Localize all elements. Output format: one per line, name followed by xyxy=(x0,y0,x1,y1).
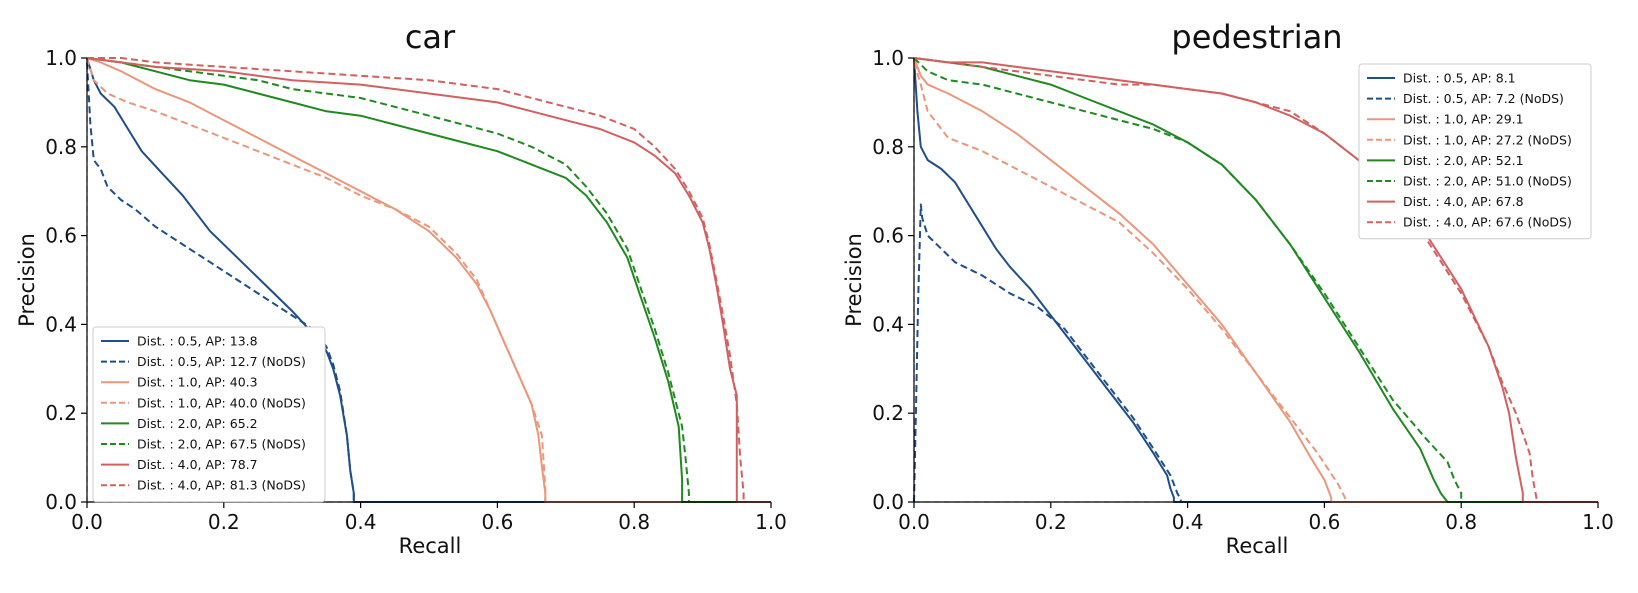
legend-item: Dist. : 4.0, AP: 67.6 (NoDS) xyxy=(1367,215,1572,230)
y-tick-label: 0.0 xyxy=(872,490,904,514)
y-tick-label: 0.0 xyxy=(45,490,77,514)
legend-item: Dist. : 1.0, AP: 40.0 (NoDS) xyxy=(101,395,306,410)
legend-box xyxy=(1358,63,1592,240)
legend-label: Dist. : 4.0, AP: 78.7 xyxy=(137,457,258,472)
y-tick-label: 0.8 xyxy=(45,135,77,159)
y-axis-label: Precision xyxy=(842,233,866,327)
y-tick-label: 0.8 xyxy=(872,135,904,159)
series-line xyxy=(86,57,771,503)
y-tick-label: 1.0 xyxy=(872,46,904,70)
legend-item: Dist. : 0.5, AP: 8.1 xyxy=(1367,71,1516,86)
pedestrian-chart: pedestrian Recall Precision 0.0 0.2 0.4 0.6… xyxy=(842,18,1614,558)
legend-item: Dist. : 4.0, AP: 78.7 xyxy=(101,457,258,472)
series-line xyxy=(86,57,771,503)
legend-item: Dist. : 4.0, AP: 67.8 xyxy=(1367,194,1524,209)
legend-label: Dist. : 4.0, AP: 67.6 (NoDS) xyxy=(1403,215,1572,230)
legend-label: Dist. : 2.0, AP: 67.5 (NoDS) xyxy=(137,437,306,452)
y-tick-label: 0.4 xyxy=(45,312,77,336)
legend-item: Dist. : 4.0, AP: 81.3 (NoDS) xyxy=(101,478,306,493)
legend-label: Dist. : 0.5, AP: 7.2 (NoDS) xyxy=(1403,91,1564,106)
x-tick-label: 0.4 xyxy=(345,510,377,534)
legend-label: Dist. : 0.5, AP: 13.8 xyxy=(137,334,258,349)
legend-item: Dist. : 0.5, AP: 12.7 (NoDS) xyxy=(101,354,306,369)
legend-item: Dist. : 0.5, AP: 13.8 xyxy=(101,334,258,349)
x-tick-label: 1.0 xyxy=(1582,510,1614,534)
legend-label: Dist. : 1.0, AP: 29.1 xyxy=(1403,112,1524,127)
legend-item: Dist. : 2.0, AP: 65.2 xyxy=(101,416,258,431)
legend-label: Dist. : 0.5, AP: 12.7 (NoDS) xyxy=(137,354,306,369)
x-tick-label: 0.8 xyxy=(1445,510,1477,534)
x-tick-label: 0.2 xyxy=(208,510,240,534)
x-tick-label: 0.4 xyxy=(1172,510,1204,534)
x-tick-label: 0.6 xyxy=(481,510,513,534)
series-line xyxy=(913,62,1598,503)
legend: Dist. : 0.5, AP: 8.1 Dist. : 0.5, AP: 7.2… xyxy=(1358,63,1592,240)
series-line xyxy=(913,203,1598,503)
legend-label: Dist. : 1.0, AP: 27.2 (NoDS) xyxy=(1403,132,1572,147)
legend-item: Dist. : 1.0, AP: 40.3 xyxy=(101,375,258,390)
legend-label: Dist. : 2.0, AP: 65.2 xyxy=(137,416,258,431)
series-line xyxy=(913,57,1598,503)
y-tick-label: 1.0 xyxy=(45,46,77,70)
series-line xyxy=(913,57,1598,503)
y-tick-label: 0.2 xyxy=(872,401,904,425)
x-tick-label: 0.8 xyxy=(618,510,650,534)
y-tick-label: 0.6 xyxy=(45,224,77,248)
y-axis-label: Precision xyxy=(15,233,39,327)
legend-item: Dist. : 0.5, AP: 7.2 (NoDS) xyxy=(1367,91,1564,106)
x-tick-label: 0.2 xyxy=(1035,510,1067,534)
y-tick-label: 0.4 xyxy=(872,312,904,336)
legend: Dist. : 0.5, AP: 13.8 Dist. : 0.5, AP: 12… xyxy=(92,326,326,503)
legend-box xyxy=(92,326,326,503)
x-tick-label: 0.0 xyxy=(898,510,930,534)
x-axis-label: Recall xyxy=(1226,534,1289,558)
chart-title: pedestrian xyxy=(1171,18,1342,56)
legend-item: Dist. : 2.0, AP: 67.5 (NoDS) xyxy=(101,437,306,452)
series-line xyxy=(86,57,771,503)
legend-item: Dist. : 2.0, AP: 52.1 xyxy=(1367,153,1524,168)
legend-item: Dist. : 1.0, AP: 27.2 (NoDS) xyxy=(1367,132,1572,147)
chart-title: car xyxy=(405,18,456,56)
series-line xyxy=(913,57,1598,503)
legend-label: Dist. : 0.5, AP: 8.1 xyxy=(1403,71,1516,86)
series-line xyxy=(86,57,771,503)
series-line xyxy=(86,62,771,503)
legend-label: Dist. : 4.0, AP: 81.3 (NoDS) xyxy=(137,478,306,493)
series-line xyxy=(913,57,1598,503)
legend-label: Dist. : 1.0, AP: 40.0 (NoDS) xyxy=(137,395,306,410)
car-chart: car Recall Precision 0.0 0.2 0.4 0.6 0.8 1.0 0… xyxy=(15,18,787,558)
series-line xyxy=(86,57,771,503)
legend-label: Dist. : 4.0, AP: 67.8 xyxy=(1403,194,1524,209)
series-line xyxy=(913,57,1598,503)
y-tick-label: 0.2 xyxy=(45,401,77,425)
legend-item: Dist. : 2.0, AP: 51.0 (NoDS) xyxy=(1367,174,1572,189)
legend-label: Dist. : 2.0, AP: 52.1 xyxy=(1403,153,1524,168)
y-tick-label: 0.6 xyxy=(872,224,904,248)
legend-label: Dist. : 1.0, AP: 40.3 xyxy=(137,375,258,390)
x-tick-label: 0.0 xyxy=(71,510,103,534)
x-tick-label: 0.6 xyxy=(1308,510,1340,534)
series-line xyxy=(86,57,771,503)
x-axis-label: Recall xyxy=(399,534,462,558)
legend-item: Dist. : 1.0, AP: 29.1 xyxy=(1367,112,1524,127)
x-tick-label: 1.0 xyxy=(755,510,787,534)
legend-label: Dist. : 2.0, AP: 51.0 (NoDS) xyxy=(1403,174,1572,189)
